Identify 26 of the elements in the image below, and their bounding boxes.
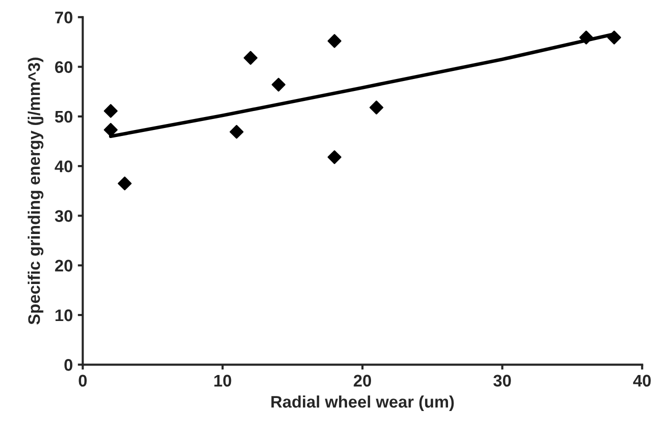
point [104,104,118,118]
y-tick-label: 20 [55,260,72,272]
point [118,176,132,190]
y-tick-label: 0 [64,359,72,371]
x-axis-title: Radial wheel wear (um) [271,395,454,411]
point [328,150,342,164]
point [328,34,342,48]
point [272,78,286,92]
point [230,124,244,139]
point [370,100,384,114]
y-tick-label: 60 [55,61,72,74]
x-tick-label: 30 [493,374,511,387]
x-tick-label: 10 [214,374,232,387]
y-tick-label: 40 [54,160,72,172]
point [579,30,594,44]
y-axis-title: Specific grinding energy (j/mm^3) [28,58,44,324]
x-tick-label: 40 [633,374,651,387]
x-tick-label: 0 [78,374,87,387]
y-tick-label: 30 [54,210,72,222]
point [104,122,118,137]
y-tick-label: 50 [55,110,72,123]
x-tick-label: 20 [354,374,372,387]
y-tick-label: 70 [55,12,72,24]
y-tick-label: 10 [56,309,72,322]
point [607,30,622,44]
point [244,50,258,65]
